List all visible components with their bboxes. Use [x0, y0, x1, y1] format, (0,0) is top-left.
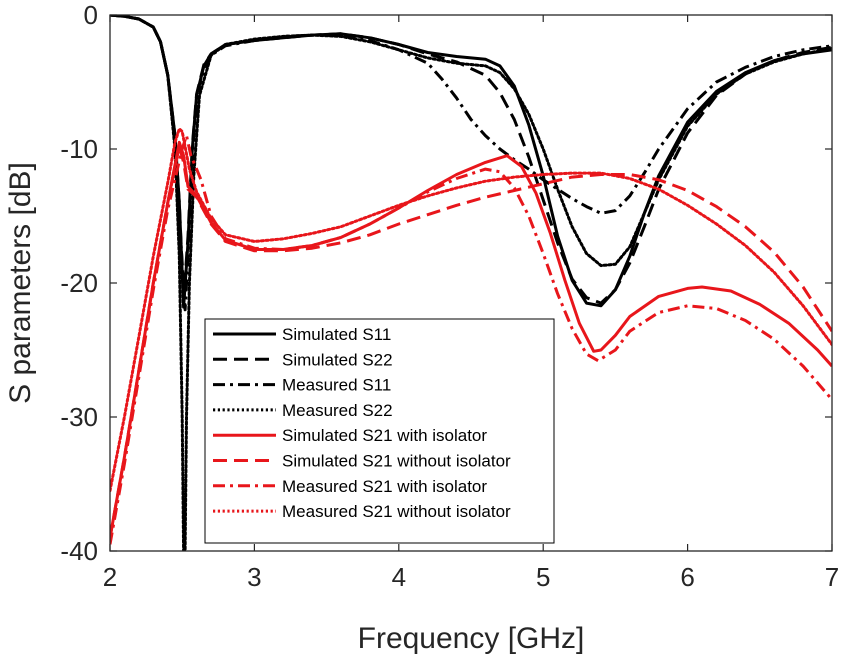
- legend-label-2: Simulated S22: [282, 350, 393, 369]
- x-tick-label: 2: [103, 562, 117, 592]
- legend-label-1: Simulated S11: [282, 325, 391, 344]
- x-tick-label: 3: [247, 562, 261, 592]
- legend-label-7: Measured S21 with isolator: [282, 477, 487, 496]
- series-line-3: [110, 15, 832, 312]
- legend-items: Simulated S11 Simulated S22 Measured S11 Me…: [213, 325, 511, 521]
- series-line-6: [110, 144, 832, 538]
- legend: Simulated S11 Simulated S22 Measured S11 Me…: [204, 318, 555, 544]
- y-tick-label: -20: [60, 268, 98, 298]
- x-axis-title: Frequency [GHz]: [358, 622, 585, 655]
- x-tick-label: 6: [680, 562, 694, 592]
- y-axis-title: S parameters [dB]: [4, 162, 37, 404]
- x-tick-label: 7: [825, 562, 839, 592]
- series-line-7: [110, 134, 832, 545]
- legend-label-8: Measured S21 without isolator: [282, 502, 511, 521]
- legend-label-3: Measured S11: [282, 376, 391, 395]
- y-tick-label: 0: [84, 0, 98, 30]
- y-tick-label: -40: [60, 536, 98, 566]
- series-line-2: [110, 15, 832, 305]
- series-line-4: [110, 15, 832, 551]
- legend-label-6: Simulated S21 without isolator: [282, 452, 511, 471]
- series-layer: [110, 15, 832, 551]
- legend-label-4: Measured S22: [282, 401, 393, 420]
- legend-label-5: Simulated S21 with isolator: [282, 426, 487, 445]
- x-tick-label: 5: [536, 562, 550, 592]
- ticks-layer: 2 3 4 5 6 7 0 -10 -20 -30 -40: [60, 0, 839, 592]
- series-line-8: [110, 127, 832, 493]
- legend-box: [204, 318, 555, 544]
- y-tick-label: -10: [60, 134, 98, 164]
- x-tick-label: 4: [392, 562, 406, 592]
- y-tick-label: -30: [60, 402, 98, 432]
